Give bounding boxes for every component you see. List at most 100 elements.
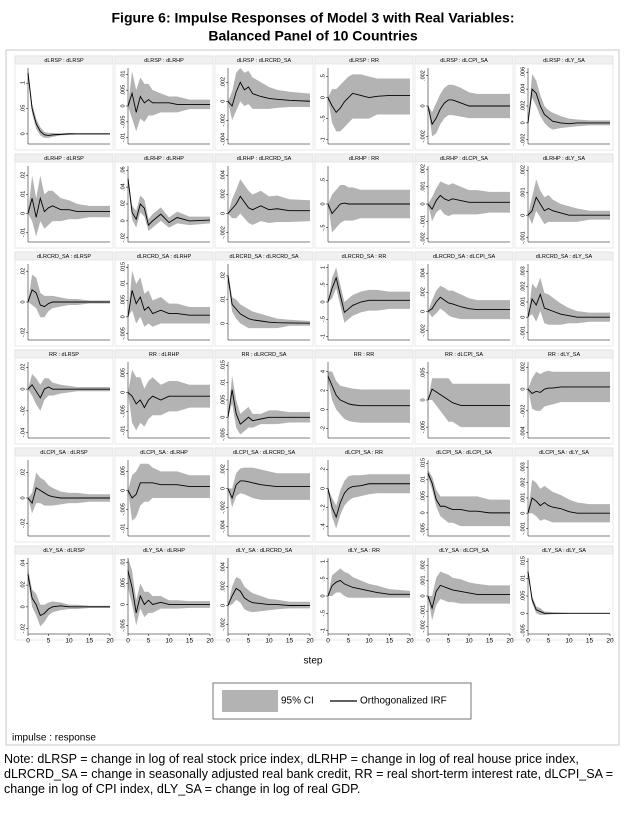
y-tick-label: -1 bbox=[320, 628, 326, 633]
panel-header bbox=[214, 545, 314, 555]
x-tick-label: 10 bbox=[365, 638, 373, 645]
panel-header bbox=[414, 251, 514, 261]
y-tick-label: 0 bbox=[220, 487, 226, 490]
y-tick-label: .004 bbox=[220, 562, 226, 573]
x-tick-label: 15 bbox=[86, 638, 94, 645]
y-tick-label: .01 bbox=[20, 191, 26, 199]
y-tick-label: -.005 bbox=[420, 421, 426, 434]
ci-band bbox=[428, 378, 510, 428]
irf-line bbox=[327, 376, 410, 407]
y-tick-label: .001 bbox=[420, 181, 426, 192]
y-tick-label: .001 bbox=[520, 493, 526, 504]
panel-title: dLRSP : dLRCRD_SA bbox=[237, 58, 292, 64]
y-tick-label: 0 bbox=[520, 388, 526, 391]
y-tick-label: .002 bbox=[220, 581, 226, 592]
y-tick-label: .004 bbox=[220, 170, 226, 181]
panel-header bbox=[114, 447, 214, 457]
y-tick-label: .001 bbox=[520, 297, 526, 308]
panel-title: dLRSP : dLY_SA bbox=[543, 58, 585, 64]
panel-title: dLRHP : dLRHP bbox=[144, 156, 184, 162]
y-tick-label: -.002 bbox=[220, 501, 226, 514]
ci-band bbox=[428, 181, 510, 222]
y-tick-label: -.4 bbox=[320, 523, 326, 529]
irf-line bbox=[327, 579, 410, 597]
y-tick-label: 0 bbox=[20, 212, 26, 215]
y-tick-label: .01 bbox=[120, 280, 126, 288]
x-tick-label: 0 bbox=[526, 638, 530, 645]
ci-band bbox=[28, 274, 110, 318]
y-tick-label: -.01 bbox=[120, 426, 126, 435]
panel-title: dLY_SA : dLCPI_SA bbox=[439, 548, 489, 554]
y-tick-label: 0 bbox=[20, 496, 26, 499]
x-axis-label: step bbox=[304, 656, 323, 667]
y-tick-label: .004 bbox=[520, 84, 526, 95]
irf-line bbox=[227, 389, 310, 425]
y-tick-label: -1 bbox=[320, 137, 326, 142]
ci-band bbox=[328, 474, 410, 529]
y-tick-label: 0 bbox=[320, 300, 326, 303]
y-tick-label: .005 bbox=[420, 491, 426, 502]
panel-header bbox=[514, 545, 614, 555]
panel-header bbox=[414, 447, 514, 457]
panel-header bbox=[214, 447, 314, 457]
legend-label: Orthogonalized IRF bbox=[360, 696, 447, 707]
panel-header bbox=[314, 153, 414, 163]
y-tick-label: -.004 bbox=[520, 426, 526, 439]
panel-title: RR : dLY_SA bbox=[548, 352, 581, 358]
y-tick-label: 4 bbox=[320, 370, 326, 373]
y-tick-label: .002 bbox=[220, 189, 226, 200]
panel-title: RR : dLCPI_SA bbox=[445, 352, 484, 358]
y-tick-label: 0 bbox=[20, 388, 26, 391]
irf-line bbox=[527, 196, 610, 216]
irf-line bbox=[127, 482, 210, 499]
y-tick-label: 0 bbox=[220, 100, 226, 103]
y-tick-label: .005 bbox=[120, 368, 126, 379]
panel-frame bbox=[14, 55, 114, 151]
irf-line bbox=[427, 296, 510, 312]
x-tick-label: 15 bbox=[486, 638, 494, 645]
x-tick-label: 10 bbox=[165, 638, 173, 645]
y-tick-label: 0 bbox=[320, 202, 326, 205]
note: Note: dLRSP = change in log of real stoc… bbox=[4, 752, 613, 796]
y-tick-label: .01 bbox=[220, 296, 226, 304]
y-tick-label: .2 bbox=[320, 467, 326, 472]
y-tick-label: .02 bbox=[20, 172, 26, 180]
y-tick-label: .5 bbox=[320, 74, 326, 79]
y-tick-label: 0 bbox=[420, 594, 426, 597]
y-tick-label: 0 bbox=[320, 487, 326, 490]
y-tick-label: .005 bbox=[220, 395, 226, 406]
irf-line bbox=[527, 88, 610, 125]
y-tick-label: 0 bbox=[520, 316, 526, 319]
panel-title: dLRHP : dLY_SA bbox=[543, 156, 585, 162]
panel-title: RR : dLRCRD_SA bbox=[242, 352, 287, 358]
x-tick-label: 20 bbox=[406, 638, 414, 645]
irf-line bbox=[127, 392, 210, 409]
x-tick-label: 0 bbox=[426, 638, 430, 645]
y-tick-label: -.02 bbox=[20, 406, 26, 415]
panel-header bbox=[414, 349, 514, 359]
y-tick-label: 0 bbox=[120, 219, 126, 222]
panel-title: dLY_SA : dLRSP bbox=[43, 548, 85, 554]
y-tick-label: 0 bbox=[120, 603, 126, 606]
y-tick-label: .02 bbox=[20, 268, 26, 276]
x-tick-label: 15 bbox=[286, 638, 294, 645]
irf-line bbox=[527, 386, 610, 395]
irf-line bbox=[27, 73, 110, 136]
y-tick-label: -.002 bbox=[220, 114, 226, 127]
panel-frame bbox=[514, 447, 614, 543]
irf-line bbox=[27, 196, 110, 218]
panel-frame bbox=[14, 545, 114, 641]
y-tick-label: .002 bbox=[420, 287, 426, 298]
ci-band bbox=[128, 270, 210, 327]
irf-line bbox=[227, 275, 311, 324]
y-tick-label: .001 bbox=[420, 575, 426, 586]
y-tick-label: 0 bbox=[20, 605, 26, 608]
y-tick-label: 0 bbox=[120, 391, 126, 394]
x-tick-label: 0 bbox=[226, 638, 230, 645]
irf-line bbox=[327, 483, 410, 519]
panel-title: dLRCRD_SA : dLY_SA bbox=[536, 254, 593, 260]
ci-band bbox=[228, 467, 310, 508]
y-tick-label: -.02 bbox=[20, 328, 26, 337]
panel-header bbox=[414, 153, 514, 163]
panel-frame bbox=[214, 349, 314, 445]
